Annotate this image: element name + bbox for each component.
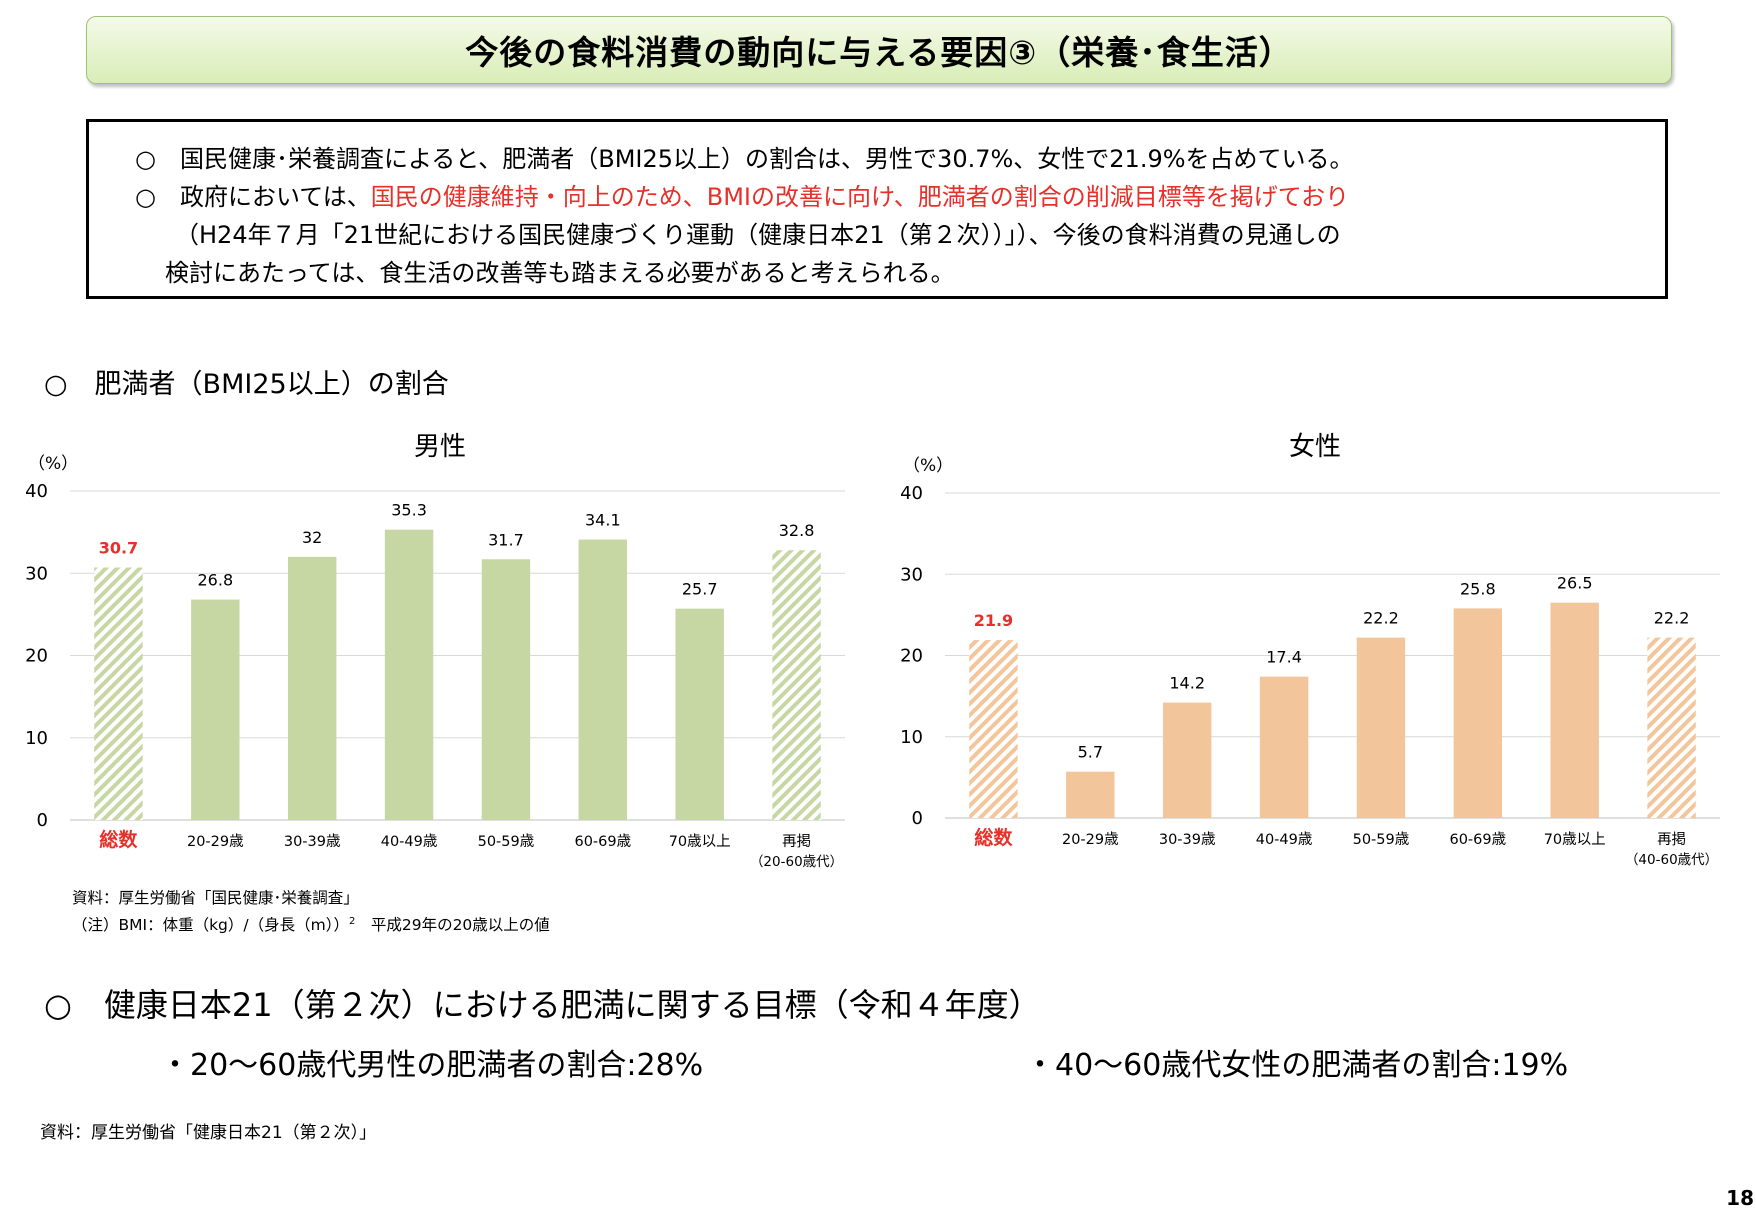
x-tick-label: 30-39歳 <box>284 833 341 850</box>
x-tick-label: 再掲 <box>1657 831 1686 848</box>
x-tick-label: 20-29歳 <box>1062 831 1119 848</box>
summary-line-4: 検討にあたっては、食生活の改善等も踏まえる必要があると考えられる。 <box>165 259 955 287</box>
data-label: 32 <box>302 528 322 547</box>
section-title-obesity-rate: ○ 肥満者（BMI25以上）の割合 <box>44 369 449 400</box>
section-title-target: ○ 健康日本21（第２次）における肥満に関する目標（令和４年度） <box>44 986 1041 1024</box>
bmi-note-formula: （注）BMI：体重（kg）/（身長（m）） <box>72 916 349 935</box>
data-label: 22.2 <box>1654 609 1690 628</box>
data-label: 34.1 <box>585 511 621 530</box>
data-label: 31.7 <box>488 530 524 549</box>
summary-line-1: ○ 国民健康･栄養調査によると、肥満者（BMI25以上）の割合は、男性で30.7… <box>135 145 1354 173</box>
bar <box>384 529 434 820</box>
bar <box>1550 602 1599 818</box>
data-label: 26.5 <box>1557 574 1593 593</box>
bar <box>1162 702 1212 818</box>
page-number: 18 <box>1726 1186 1754 1210</box>
x-tick-sublabel: （40-60歳代） <box>1625 852 1718 868</box>
x-tick-label: 50-59歳 <box>1353 831 1410 848</box>
summary-line-2-highlight: 国民の健康維持・向上のため、BMIの改善に向け、肥満者の割合の削減目標等を掲げて… <box>370 183 1350 211</box>
y-axis-unit: （%） <box>28 454 78 474</box>
bar <box>1647 637 1696 818</box>
page-title-text: 今後の食料消費の動向に与える要因③（栄養･食生活） <box>465 33 1293 72</box>
data-label: 21.9 <box>974 611 1013 630</box>
chart-source: 資料：厚生労働省「国民健康･栄養調査」 <box>72 889 359 907</box>
chart-female: 女性 （%） 0 10 20 30 40 21.9 総数 5.7 20-29歳 14.2 30-39歳 1… <box>900 432 1720 868</box>
data-label: 26.8 <box>198 571 234 590</box>
bar <box>191 599 240 820</box>
summary-line-3: （H24年７月「21世紀における国民健康づくり運動（健康日本21（第２次））」）… <box>175 221 1341 249</box>
x-tick-label: 30-39歳 <box>1159 831 1216 848</box>
data-label: 30.7 <box>99 538 138 557</box>
x-tick-label: 60-69歳 <box>574 833 631 850</box>
x-tick-label: 70歳以上 <box>1544 831 1606 848</box>
x-tick-label: 20-29歳 <box>187 833 244 850</box>
data-label: 22.2 <box>1363 609 1399 628</box>
x-tick-label: 総数 <box>974 826 1013 849</box>
bmi-note-detail: 平成29年の20歳以上の値 <box>355 916 550 935</box>
bar <box>1066 771 1115 818</box>
footer-source: 資料：厚生労働省「健康日本21（第２次）」 <box>40 1123 377 1143</box>
bar <box>1453 608 1503 818</box>
chart-title: 女性 <box>1289 432 1341 462</box>
y-tick-label: 10 <box>25 728 48 749</box>
y-tick-label: 30 <box>900 564 923 585</box>
data-label: 17.4 <box>1266 648 1302 667</box>
x-tick-label: 40-49歳 <box>1256 831 1313 848</box>
x-tick-label: 総数 <box>99 828 138 851</box>
target-female: ・40～60歳代女性の肥満者の割合:19% <box>1025 1048 1569 1083</box>
bar <box>1356 637 1406 818</box>
summary-line-2-lead: ○ 政府においては、 <box>135 183 371 211</box>
target-male: ・20～60歳代男性の肥満者の割合:28% <box>160 1048 704 1083</box>
data-label: 14.2 <box>1169 674 1205 693</box>
x-tick-label: 40-49歳 <box>381 833 438 850</box>
bar <box>94 567 143 820</box>
y-tick-label: 0 <box>37 810 48 831</box>
bar <box>287 556 337 820</box>
summary-box: ○ 国民健康･栄養調査によると、肥満者（BMI25以上）の割合は、男性で30.7… <box>86 119 1668 299</box>
chart-source-note: 資料：厚生労働省「国民健康･栄養調査」 （注）BMI：体重（kg）/（身長（m）… <box>72 887 550 937</box>
page-title: 今後の食料消費の動向に与える要因③（栄養･食生活） <box>86 16 1672 84</box>
data-label: 25.8 <box>1460 579 1496 598</box>
y-tick-label: 30 <box>25 563 48 584</box>
bar <box>481 559 531 820</box>
data-label: 25.7 <box>682 580 718 599</box>
y-tick-label: 0 <box>912 808 923 829</box>
bmi-note-exponent: 2 <box>348 916 356 927</box>
summary-line-2: ○ 政府においては、国民の健康維持・向上のため、BMIの改善に向け、肥満者の割合… <box>135 178 1665 216</box>
y-tick-label: 20 <box>25 646 48 667</box>
data-label: 32.8 <box>779 521 815 540</box>
bar <box>772 550 821 820</box>
bar <box>675 608 724 820</box>
y-tick-label: 10 <box>900 727 923 748</box>
x-tick-sublabel: （20-60歳代） <box>750 854 843 870</box>
bar <box>969 640 1018 818</box>
y-tick-label: 40 <box>900 483 923 504</box>
bmi-note: （注）BMI：体重（kg）/（身長（m））2 平成29年の20歳以上の値 <box>72 910 550 937</box>
data-label: 35.3 <box>391 501 427 520</box>
bar <box>1259 676 1309 818</box>
y-tick-label: 20 <box>900 646 923 667</box>
x-tick-label: 60-69歳 <box>1449 831 1506 848</box>
x-tick-label: 50-59歳 <box>478 833 535 850</box>
y-axis-unit: （%） <box>903 456 953 476</box>
chart-title: 男性 <box>414 432 466 462</box>
y-tick-label: 40 <box>25 481 48 502</box>
bar <box>578 539 628 820</box>
x-tick-label: 再掲 <box>782 833 811 850</box>
x-tick-label: 70歳以上 <box>669 833 731 850</box>
data-label: 5.7 <box>1078 743 1103 762</box>
chart-male: 男性 （%） 0 10 20 30 40 30.7 総数 26.8 20-29歳 32 30-39歳 35… <box>25 432 845 870</box>
